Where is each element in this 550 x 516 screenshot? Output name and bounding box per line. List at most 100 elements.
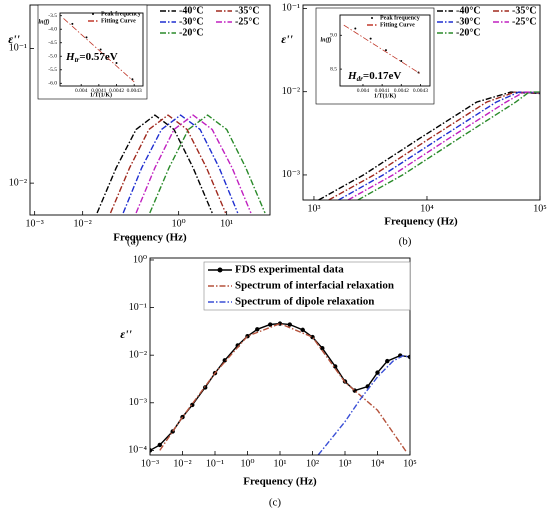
x-tick-label: 10³ [307, 203, 320, 214]
x-axis-label: 1/T(1/K) [90, 91, 112, 98]
data-point [407, 354, 410, 360]
legend-label: Spectrum of interfacial relaxation [235, 280, 394, 292]
plot-frame [149, 257, 411, 456]
data-point [268, 322, 273, 327]
legend-label: -20°C [179, 27, 204, 38]
x-tick-label: 0.0042 [394, 88, 409, 94]
plot-data [343, 24, 421, 75]
y-tick-label: 10⁰ [133, 254, 147, 265]
x-tick-label: 10⁵ [533, 203, 547, 214]
y-axis-label: ln(f) [39, 18, 50, 25]
data-point [354, 27, 357, 30]
series-line [63, 18, 135, 83]
y-tick-label: 10⁻¹ [282, 3, 300, 14]
plot-frame [29, 4, 271, 216]
series-line [109, 114, 227, 214]
series-line [122, 114, 239, 214]
legend-label: Peak frequency [380, 15, 420, 21]
plot-frame [302, 4, 541, 201]
legend-label: -25°C [512, 16, 537, 27]
y-tick-label: 10⁻³ [282, 169, 300, 180]
legend-label: Peak frequency [101, 11, 141, 17]
chart: 10⁻³ 10⁻² 10⁰ 10¹ 10⁻² 10⁻¹ -40°C -35°C -30°C -25… [8, 4, 271, 248]
legend-label: -35°C [512, 5, 537, 16]
x-tick-label: 0.004 [75, 88, 88, 94]
legend-marker [371, 17, 373, 19]
series-line [357, 91, 540, 200]
series-line [159, 322, 408, 453]
y-tick-label: -6.0 [48, 81, 57, 87]
annotation-part: H [65, 51, 75, 63]
series-line [343, 24, 421, 75]
series-line [317, 355, 410, 455]
y-tick-label: -3.5 [48, 13, 57, 19]
data-point [369, 37, 372, 40]
legend-label: Fitting Curve [380, 22, 415, 28]
series-line [347, 91, 540, 200]
legend-box [203, 261, 411, 311]
legend-label: -30°C [456, 16, 481, 27]
series-line [96, 114, 213, 214]
data-point [375, 370, 380, 375]
caption: (b) [399, 236, 412, 248]
data-point [333, 364, 338, 369]
data-point [85, 36, 88, 39]
data-point [99, 48, 102, 51]
data-point [300, 327, 305, 333]
data-point [71, 22, 74, 25]
data-point [222, 358, 227, 363]
x-tick-label: 0.0043 [413, 88, 428, 94]
series-line [338, 91, 540, 200]
y-tick-label: 10⁻² [9, 177, 27, 188]
annotation-part: dr [357, 75, 364, 83]
plot-frame [59, 12, 144, 87]
x-tick-label: 0.0043 [127, 88, 142, 94]
legend-label: FDS experimental data [235, 264, 344, 276]
legend-label: -20°C [456, 27, 481, 38]
data-point [157, 442, 162, 448]
plot-data [63, 18, 135, 83]
plot-data [318, 91, 540, 200]
data-point [320, 346, 325, 351]
x-tick-label: 0.0041 [91, 88, 106, 94]
x-axis-label: 1/T(1/K) [374, 92, 396, 99]
y-tick-label: 10⁻¹ [9, 43, 27, 54]
x-tick-label: 10⁴ [420, 203, 434, 214]
legend-label: Fitting Curve [101, 18, 136, 24]
annotation-part: =0.17eV [363, 70, 401, 82]
legend-label: -30°C [179, 16, 204, 27]
x-tick-label: 10⁻² [74, 218, 92, 229]
series-line [150, 322, 410, 452]
data-point [400, 59, 403, 62]
data-point [287, 322, 292, 327]
x-tick-label: 0.004 [357, 88, 370, 94]
y-tick-label: 10⁻² [282, 86, 300, 97]
x-tick-label: 10¹ [274, 458, 287, 469]
data-point [115, 62, 118, 65]
legend-label: -40°C [456, 5, 481, 16]
y-axis-label: ε'' [120, 327, 132, 341]
chart: 0.004 0.0041 0.0042 0.0043 9.0 8.5 Peak freque… [315, 7, 435, 105]
x-axis-label: Frequency (Hz) [384, 216, 458, 228]
chart: 0.004 0.0041 0.0042 0.0043 -3.5 -4.0 -4.5 -5.0 -… [37, 4, 148, 100]
y-axis-label: ε'' [281, 32, 293, 46]
annotation-part: =0.57eV [79, 51, 117, 63]
y-tick-label: 9.0 [330, 33, 337, 39]
x-tick-label: 10³ [339, 458, 352, 469]
legend-label: -40°C [179, 5, 204, 16]
y-tick-label: 10⁻⁴ [128, 445, 147, 456]
annotation-part: H [347, 70, 357, 82]
legend-label: Spectrum of dipole relaxation [235, 296, 374, 308]
x-tick-label: 10¹ [220, 218, 233, 229]
chart: 10⁻³ 10⁻² 10⁻¹ 10⁰ 10¹ 10² 10³ 10⁴ 10⁵ 10⁻⁴ 10⁻³ 10… [120, 254, 417, 508]
series-line [328, 91, 540, 200]
y-tick-label: -5.5 [48, 67, 57, 73]
y-axis-label: ln(f) [321, 36, 332, 43]
x-tick-label: 10⁻³ [26, 218, 44, 229]
series-line [149, 114, 266, 214]
inset-background [315, 7, 435, 105]
y-tick-label: -4.0 [48, 26, 57, 32]
data-point [131, 78, 134, 81]
x-tick-label: 10⁵ [403, 458, 417, 469]
